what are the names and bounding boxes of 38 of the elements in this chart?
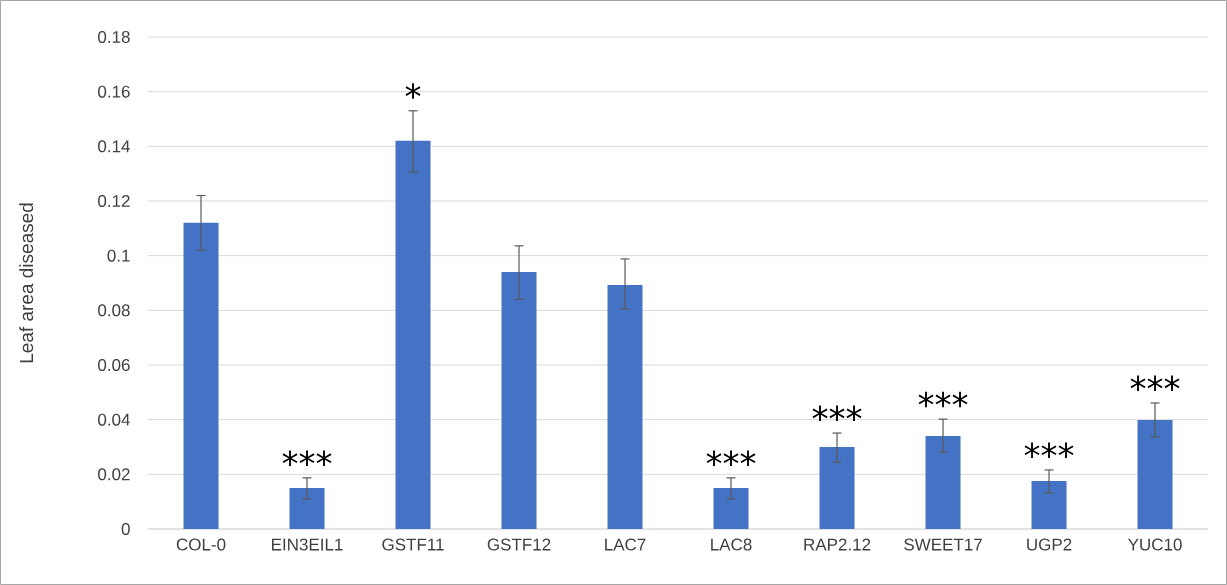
annotation: *** [1024,442,1074,459]
bar [819,446,855,529]
y-tick-label: 0.08 [98,304,130,317]
y-tick-label: 0 [121,522,130,536]
bar [607,284,643,529]
y-axis-title: Leaf area diseased [19,203,34,363]
bar [713,487,749,529]
y-tick-label: 0.1 [107,249,130,262]
bar [925,436,961,529]
bar [1031,480,1067,529]
x-tick-label: LAC8 [711,538,752,551]
bar [183,222,219,529]
x-tick-label: LAC7 [605,538,646,551]
x-tick-label: GSTF12 [487,538,551,551]
y-tick-label: 0.14 [98,140,130,153]
x-tick-label: EIN3EIL1 [272,538,343,551]
x-tick-label: RAP2.12 [804,538,871,551]
x-tick-label: GSTF11 [382,538,444,551]
bar [289,487,325,529]
x-tick-label: COL-0 [176,538,226,551]
x-tick-label: SWEET17 [904,538,982,551]
annotation: * [405,83,421,99]
annotation: *** [918,391,968,408]
annotation: *** [1130,375,1180,392]
y-tick-label: 0.02 [98,468,130,481]
y-tick-label: 0.16 [98,85,130,98]
x-tick-label: YUC10 [1128,538,1182,551]
y-tick-label: 0.12 [98,194,130,208]
annotation: *** [706,450,756,466]
bar [1137,419,1173,529]
bar [501,272,537,529]
y-tick-label: 0.18 [98,30,130,44]
bar [395,140,431,529]
y-tick-label: 0.04 [98,413,130,426]
annotation: *** [282,450,332,466]
x-tick-label: UGP2 [1027,538,1072,551]
annotation: *** [812,405,862,422]
y-tick-label: 0.06 [98,358,130,372]
